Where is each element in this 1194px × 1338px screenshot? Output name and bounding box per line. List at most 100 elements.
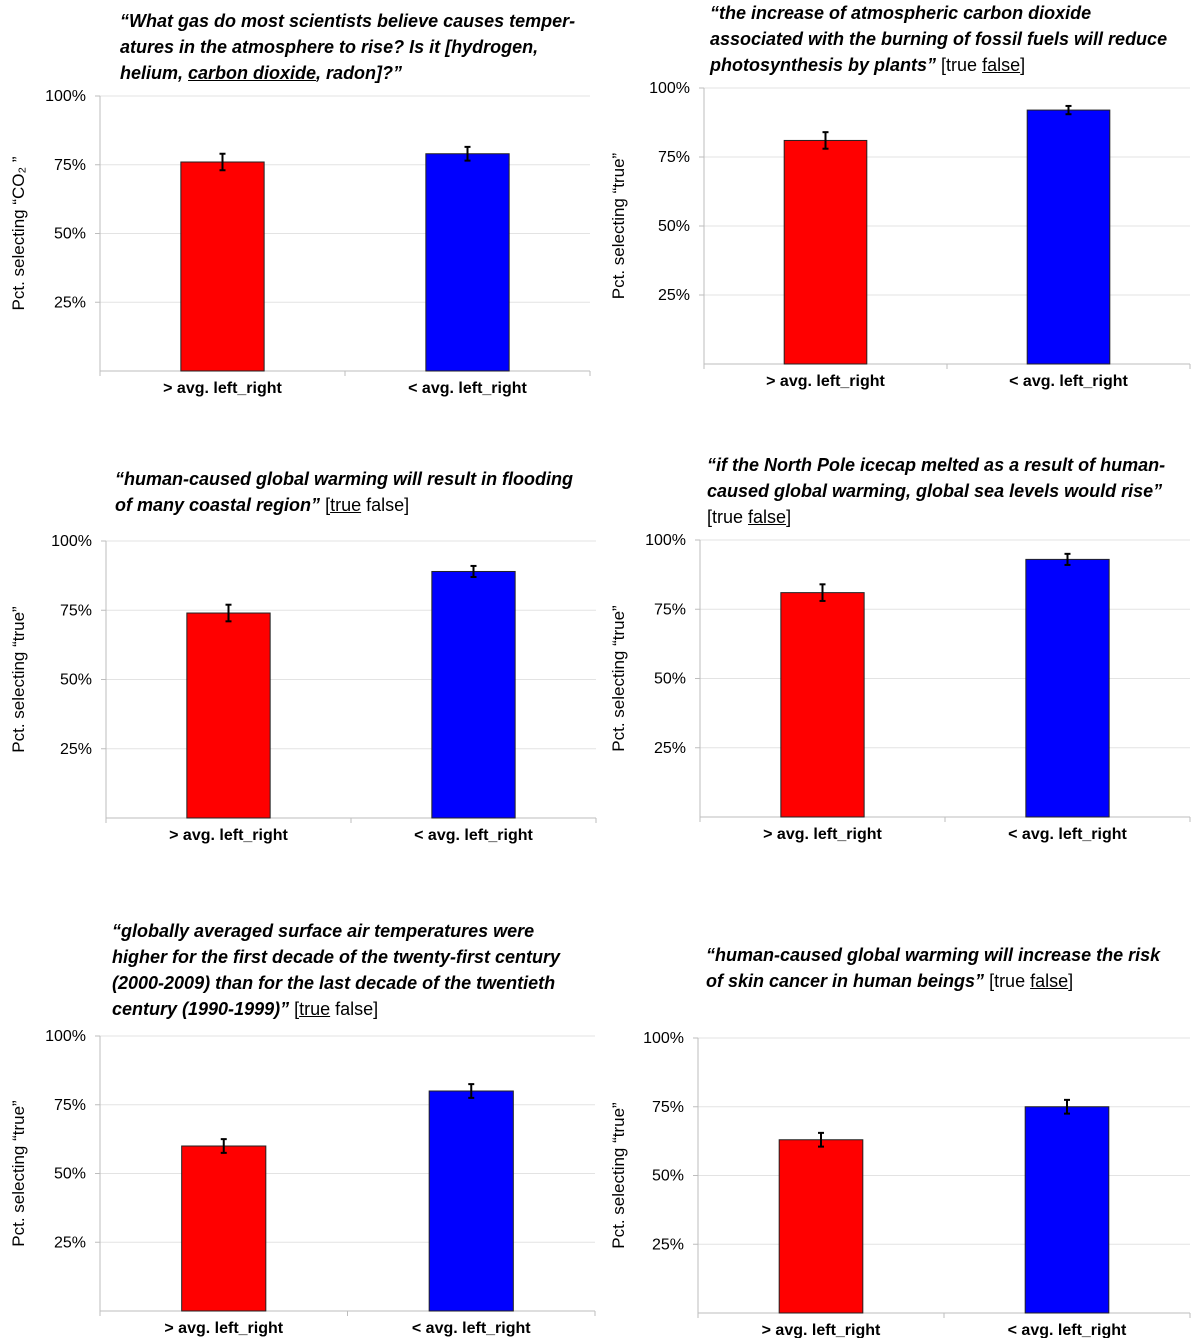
y-tick-label: 100% — [45, 1028, 86, 1045]
y-axis-label: Pct. selecting “true” — [9, 606, 28, 753]
title-segment: [ — [320, 495, 331, 515]
bar — [425, 153, 510, 372]
title-segment: ] — [786, 507, 792, 527]
y-tick-label: 50% — [60, 672, 92, 689]
y-tick-label: 75% — [654, 601, 686, 618]
title-segment: “human-caused global warming will result… — [115, 469, 574, 489]
title-segment: photosynthesis by plants” — [710, 55, 937, 75]
title-segment: higher for the first decade of the twent… — [112, 947, 561, 967]
title-line: caused global warming, global sea levels… — [707, 478, 1192, 504]
x-category-label: > avg. left_right — [763, 826, 882, 843]
title-line: of skin cancer in human beings” [true fa… — [706, 968, 1194, 994]
chart-panel-icecap: “if the North Pole icecap melted as a re… — [600, 420, 1194, 860]
y-axis-label: Pct. selecting “true” — [609, 152, 628, 299]
y-tick-label: 75% — [652, 1099, 684, 1116]
x-category-label: > avg. left_right — [766, 373, 885, 390]
y-tick-label: 25% — [654, 740, 686, 757]
y-tick-label: 75% — [54, 157, 86, 174]
bar — [186, 612, 271, 819]
y-tick-label: 75% — [60, 602, 92, 619]
bar — [1026, 109, 1111, 365]
bar-chart: 25% 50% 75% 100% > avg. left_right < avg. lef… — [9, 1028, 596, 1337]
y-tick-label: 100% — [51, 533, 92, 550]
y-tick-label: 25% — [658, 287, 690, 304]
x-category-label: < avg. left_right — [1008, 826, 1127, 843]
chart-title: “human-caused global warming will result… — [115, 466, 600, 518]
title-segment: , radon]?” — [316, 63, 403, 83]
x-category-label: > avg. left_right — [762, 1322, 881, 1338]
bar-chart: 25% 50% 75% 100% > avg. left_right < avg. lef… — [9, 88, 591, 397]
x-category-label: < avg. left_right — [412, 1320, 531, 1337]
bar — [431, 570, 516, 819]
title-line: associated with the burning of fossil fu… — [710, 26, 1190, 52]
x-category-label: > avg. left_right — [169, 827, 288, 844]
y-tick-label: 50% — [54, 226, 86, 243]
title-segment: false] — [361, 495, 410, 515]
title-segment: ] — [1068, 971, 1074, 991]
title-line: “What gas do most scientists believe cau… — [120, 8, 590, 34]
x-category-label: < avg. left_right — [414, 827, 533, 844]
y-tick-label: 100% — [645, 532, 686, 549]
x-category-label: > avg. left_right — [164, 1320, 283, 1337]
bar — [180, 161, 265, 372]
y-axis-label: Pct. selecting “true” — [609, 605, 628, 752]
y-tick-label: 25% — [652, 1236, 684, 1253]
chart-title: “globally averaged surface air temperatu… — [112, 918, 600, 1022]
title-line: photosynthesis by plants” [true false] — [710, 52, 1190, 78]
title-line: helium, carbon dioxide, radon]?” — [120, 60, 590, 86]
chart-title: “human-caused global warming will increa… — [706, 942, 1194, 994]
title-segment: [ — [289, 999, 300, 1019]
y-tick-label: 100% — [649, 80, 690, 97]
bar — [780, 592, 865, 818]
title-segment: caused global warming, global sea levels… — [707, 481, 1163, 501]
x-category-label: > avg. left_right — [163, 380, 282, 397]
bar — [428, 1090, 514, 1312]
chart-panel-skin-cancer: “human-caused global warming will increa… — [600, 860, 1194, 1338]
bar — [1024, 1106, 1110, 1314]
title-segment: “human-caused global warming will increa… — [706, 945, 1161, 965]
y-tick-label: 25% — [60, 741, 92, 758]
title-segment: associated with the burning of fossil fu… — [710, 29, 1168, 49]
y-tick-label: 75% — [54, 1097, 86, 1114]
title-line: “human-caused global warming will increa… — [706, 942, 1194, 968]
bar — [1025, 558, 1110, 818]
bar — [181, 1145, 267, 1312]
y-tick-label: 25% — [54, 294, 86, 311]
title-segment: of many coastal region” — [115, 495, 321, 515]
title-line: atures in the atmosphere to rise? Is it … — [120, 34, 590, 60]
chart-title: “What gas do most scientists believe cau… — [120, 8, 590, 86]
title-line: “human-caused global warming will result… — [115, 466, 600, 492]
title-segment: atures in the atmosphere to rise? Is it … — [120, 37, 539, 57]
y-tick-label: 100% — [643, 1030, 684, 1047]
title-segment: true — [299, 999, 331, 1019]
y-tick-label: 50% — [54, 1166, 86, 1183]
title-segment: “globally averaged surface air temperatu… — [112, 921, 535, 941]
title-segment: helium, — [120, 63, 189, 83]
chart-panel-photosynthesis: “the increase of atmospheric carbon diox… — [600, 0, 1194, 420]
bar-chart: 25% 50% 75% 100% > avg. left_right < avg. lef… — [9, 533, 597, 844]
title-segment: “if the North Pole icecap melted as a re… — [707, 455, 1166, 475]
title-line: of many coastal region” [true false] — [115, 492, 600, 518]
bar-chart: 25% 50% 75% 100% > avg. left_right < avg. lef… — [609, 532, 1191, 843]
y-axis-label: Pct. selecting “CO₂ ” — [9, 156, 28, 310]
title-line: (2000-2009) than for the last decade of … — [112, 970, 600, 996]
title-segment: false — [1030, 971, 1069, 991]
chart-panel-temperatures: “globally averaged surface air temperatu… — [0, 860, 600, 1338]
title-line: “if the North Pole icecap melted as a re… — [707, 452, 1192, 478]
title-segment: ] — [1020, 55, 1026, 75]
title-segment: false] — [330, 999, 379, 1019]
chart-panel-co2: “What gas do most scientists believe cau… — [0, 0, 600, 420]
title-segment: [true — [707, 507, 749, 527]
y-axis-label: Pct. selecting “true” — [9, 1100, 28, 1247]
title-segment: [true — [936, 55, 983, 75]
title-segment: of skin cancer in human beings” — [706, 971, 985, 991]
x-category-label: < avg. left_right — [1009, 373, 1128, 390]
bar — [778, 1139, 864, 1314]
bar-chart: 25% 50% 75% 100% > avg. left_right < avg. lef… — [609, 80, 1191, 390]
title-line: “the increase of atmospheric carbon diox… — [710, 0, 1190, 26]
title-segment: true — [330, 495, 362, 515]
title-segment: “What gas do most scientists believe cau… — [120, 11, 576, 31]
y-tick-label: 50% — [654, 671, 686, 688]
title-line: [true false] — [707, 504, 1192, 530]
y-tick-label: 25% — [54, 1234, 86, 1251]
